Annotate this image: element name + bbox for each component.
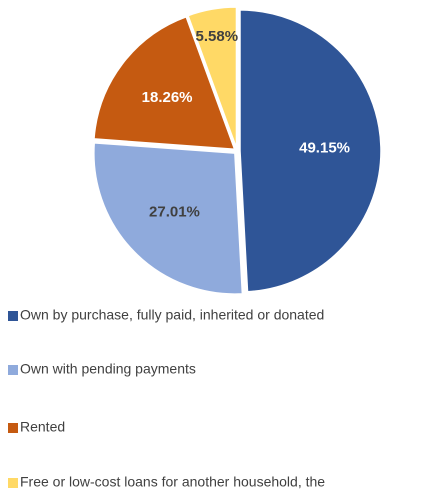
legend-swatch (8, 365, 18, 375)
data-label: 5.58% (196, 28, 239, 45)
legend-label: Own with pending payments (20, 361, 196, 377)
data-label: 27.01% (149, 203, 200, 220)
legend-swatch (8, 311, 18, 321)
legend-swatch (8, 478, 18, 488)
legend-label: Rented (20, 419, 65, 435)
legend-label: Free or low-cost loans for another house… (20, 474, 325, 490)
legend-swatch (8, 423, 18, 433)
data-label: 18.26% (142, 89, 193, 106)
pie-slice (93, 142, 244, 295)
data-label: 49.15% (299, 140, 350, 157)
legend-label: Own by purchase, fully paid, inherited o… (20, 307, 324, 323)
pie-slice (239, 9, 382, 293)
pie-slice (187, 6, 238, 149)
pie-slice (93, 15, 236, 151)
